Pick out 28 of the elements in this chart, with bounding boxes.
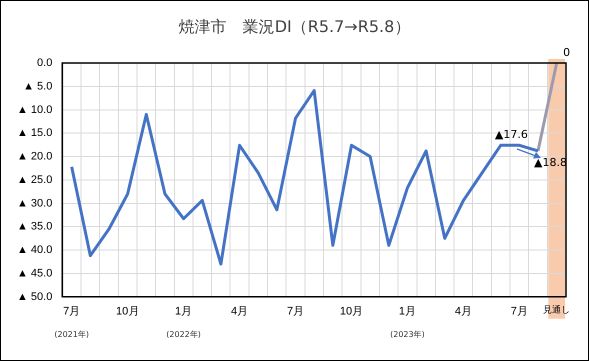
annotation: ▲17.6 (494, 128, 528, 142)
x-tick-label: 10月 (340, 305, 364, 318)
y-tick-label: ▲ 45.0 (16, 267, 52, 280)
chart-title: 焼津市 業況DI（R5.7→R5.8） (178, 17, 412, 38)
x-tick-label: 4月 (231, 305, 248, 318)
text: (2023年) (390, 329, 425, 340)
text: (2021年) (54, 329, 89, 340)
x-tick-label: 見通し (543, 304, 570, 315)
y-tick-label: ▲ 25.0 (16, 174, 52, 186)
x-tick-label: 4月 (454, 305, 472, 318)
y-tick-label: ▲ 15.0 (16, 127, 52, 140)
x-tick-label: 10月 (116, 305, 140, 318)
annotation: ▲18.8 (534, 156, 567, 169)
y-tick-label: ▲ 5.0 (23, 80, 52, 92)
y-tick-label: ▲ 40.0 (16, 244, 52, 256)
x-tick-label: 1月 (175, 305, 192, 318)
y-tick-label: 0.0 (37, 57, 52, 70)
y-tick-label: ▲ 35.0 (16, 220, 52, 233)
x-tick-label: 1月 (398, 305, 416, 318)
x-tick-label: 7月 (63, 305, 80, 318)
x-tick-label: 7月 (510, 305, 528, 318)
x-tick-label: 7月 (286, 305, 304, 318)
y-tick-label: ▲ 50.0 (16, 290, 52, 303)
y-tick-label: ▲ 10.0 (16, 104, 52, 116)
text: (2022年) (166, 329, 201, 340)
y-tick-label: ▲ 20.0 (16, 150, 52, 163)
annotation: 0 (563, 46, 570, 59)
y-tick-label: ▲ 30.0 (16, 197, 52, 210)
